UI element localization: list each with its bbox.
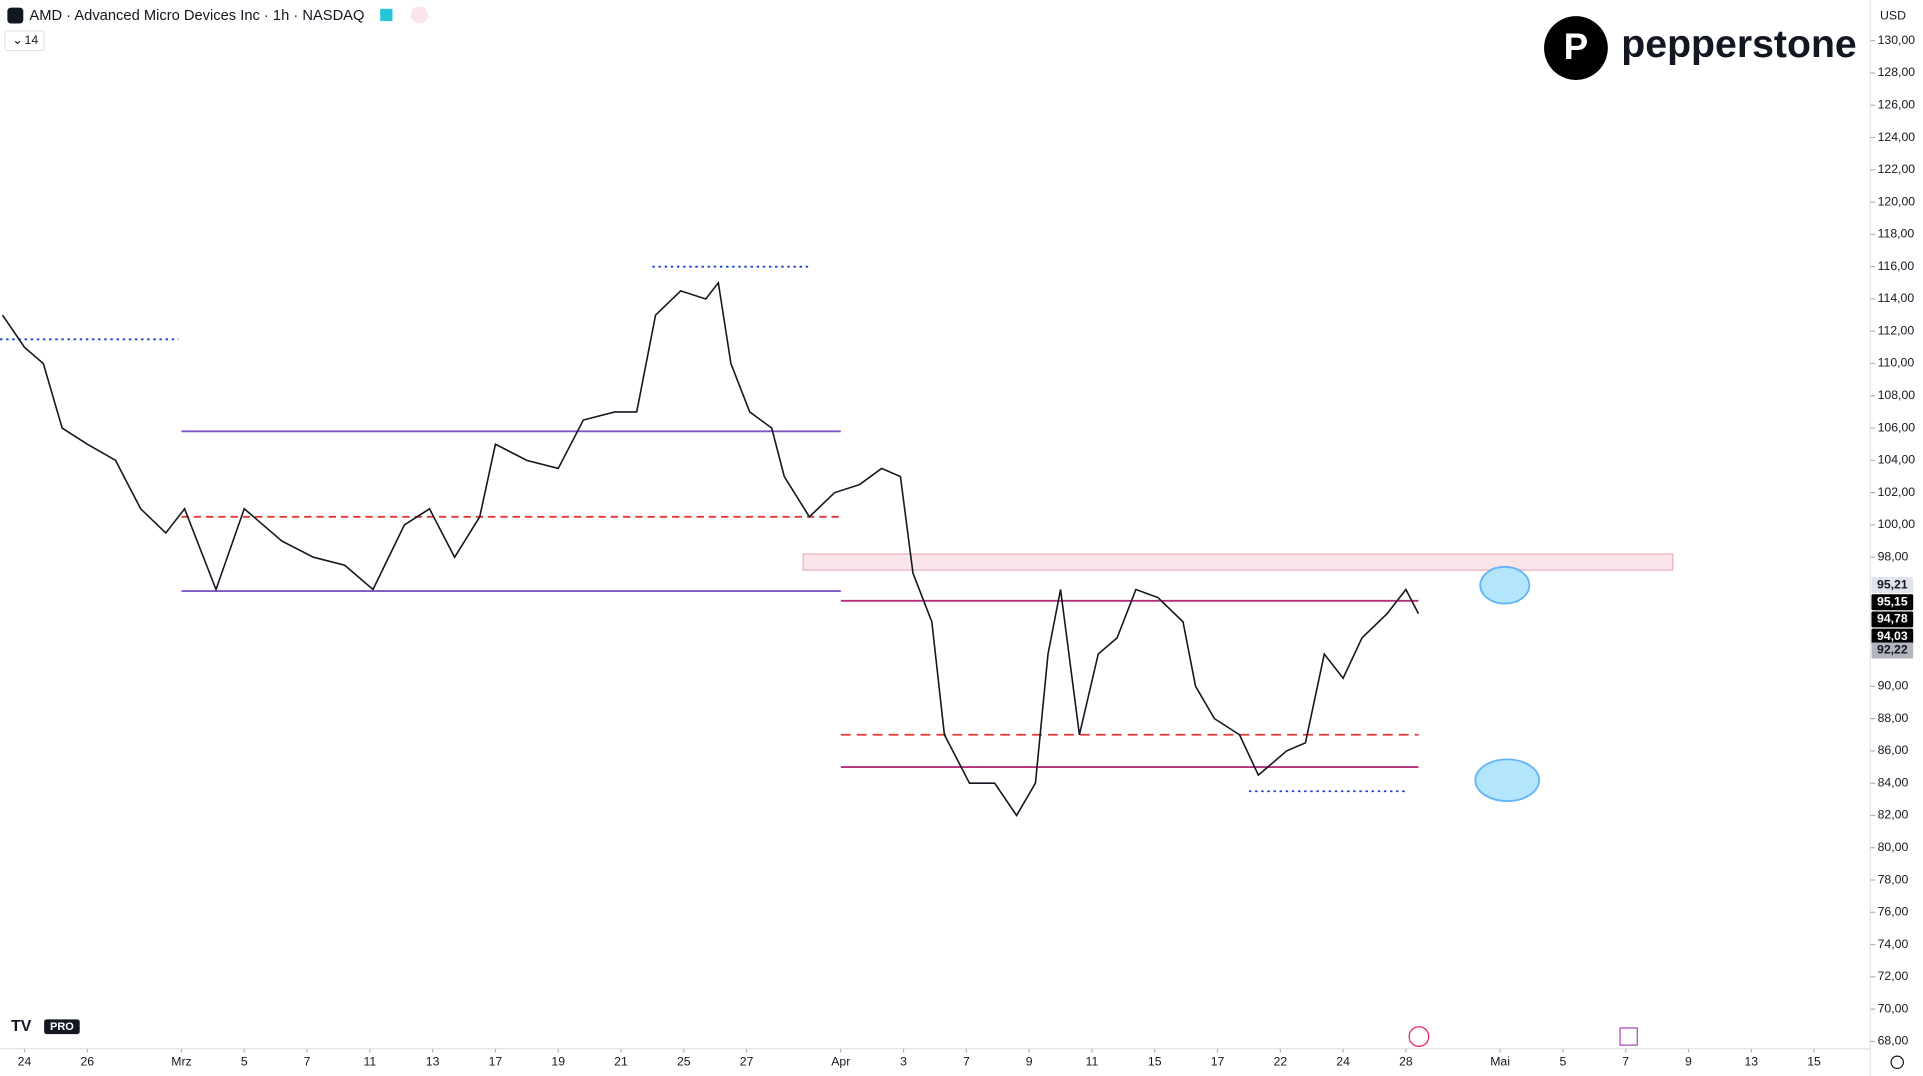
currency-label[interactable]: USD (1880, 8, 1906, 22)
price-label: 92,22 (1877, 643, 1908, 657)
settings-icon[interactable] (1890, 1055, 1904, 1070)
y-tick-label: 98,00 (1878, 549, 1909, 563)
indicator-icon[interactable] (410, 6, 429, 24)
x-tick-label: 21 (614, 1055, 628, 1069)
x-tick-label: 28 (1399, 1055, 1413, 1069)
x-tick-label: 11 (1086, 1055, 1099, 1069)
y-tick-label: 118,00 (1878, 227, 1915, 241)
event-icon[interactable] (1408, 1026, 1430, 1047)
price-label-box (1871, 594, 1914, 611)
price-line (1, 280, 1420, 817)
x-tick-label: 24 (18, 1055, 32, 1069)
interval-chevron: ⌄ (12, 33, 22, 47)
x-tick-label: 13 (426, 1055, 440, 1069)
y-tick-label: 70,00 (1878, 1001, 1909, 1015)
x-tick-label: 15 (1807, 1055, 1821, 1069)
y-tick-label: 108,00 (1878, 388, 1916, 402)
platform-badge: PRO (50, 1021, 74, 1033)
x-tick-label: Mai (1490, 1055, 1510, 1069)
x-tick-label: 17 (1211, 1055, 1225, 1069)
x-tick-label: 22 (1274, 1055, 1288, 1069)
price-label: 94,03 (1877, 629, 1908, 643)
y-tick-label: 84,00 (1878, 775, 1909, 789)
x-tick-label: 25 (677, 1055, 691, 1069)
x-tick-label: 7 (304, 1055, 311, 1069)
y-tick-label: 128,00 (1878, 65, 1916, 79)
y-tick-label: 120,00 (1878, 194, 1916, 208)
y-tick-label: 82,00 (1878, 808, 1909, 822)
x-tick-label: 13 (1744, 1055, 1758, 1069)
x-tick-label: 11 (363, 1055, 376, 1069)
price-label-box (1871, 642, 1914, 659)
price-label-box (1871, 628, 1914, 645)
resistance-zone (802, 553, 1674, 571)
x-tick-label: 9 (1685, 1055, 1692, 1069)
y-tick-label: 76,00 (1878, 905, 1909, 919)
price-label: 95,15 (1877, 594, 1908, 608)
x-tick-label: 5 (1559, 1055, 1566, 1069)
x-tick-label: 15 (1148, 1055, 1162, 1069)
y-tick-label: 110,00 (1878, 356, 1915, 370)
x-tick-label: 24 (1336, 1055, 1350, 1069)
y-tick-label: 68,00 (1878, 1034, 1909, 1048)
x-tick-label: 7 (1622, 1055, 1629, 1069)
y-tick-label: 112,00 (1878, 323, 1915, 337)
plot-area (0, 265, 1674, 817)
symbol-icon (7, 7, 24, 24)
earnings-icon[interactable] (1619, 1027, 1638, 1046)
y-tick-label: 80,00 (1878, 840, 1909, 854)
y-tick-label: 100,00 (1878, 517, 1916, 531)
annotation-ellipse[interactable] (1474, 758, 1541, 802)
flag-icon[interactable] (380, 8, 393, 22)
interval-input: 14 (25, 33, 39, 47)
x-tick-label: Apr (831, 1055, 850, 1069)
y-tick-label: 116,00 (1878, 259, 1915, 273)
price-label: 95,21 (1877, 577, 1908, 591)
brand-mark-letter: P (1564, 26, 1589, 67)
brand-mark (1544, 16, 1608, 80)
platform-badge-box (44, 1019, 80, 1035)
x-tick-label: 17 (489, 1055, 503, 1069)
x-tick-label: 5 (241, 1055, 248, 1069)
price-label-box (1871, 577, 1914, 594)
brand-name: pepperstone (1621, 22, 1856, 66)
y-tick-label: 126,00 (1878, 97, 1916, 111)
y-tick-label: 104,00 (1878, 453, 1916, 467)
x-tick-label: 27 (740, 1055, 754, 1069)
y-tick-label: 90,00 (1878, 679, 1909, 693)
y-tick-label: 130,00 (1878, 33, 1916, 47)
price-label: 94,78 (1877, 612, 1908, 626)
y-tick-label: 88,00 (1878, 711, 1909, 725)
x-tick-label: 26 (80, 1055, 94, 1069)
y-tick-label: 124,00 (1878, 130, 1916, 144)
x-tick-label: 7 (963, 1055, 970, 1069)
y-tick-label: 74,00 (1878, 937, 1909, 951)
y-tick-label: 72,00 (1878, 969, 1909, 983)
x-tick-label: 3 (900, 1055, 907, 1069)
annotation-ellipse[interactable] (1479, 565, 1531, 605)
interval-box[interactable] (4, 30, 45, 52)
brand-logo: P (1544, 16, 1608, 80)
x-tick-label: Mrz (171, 1055, 191, 1069)
price-label-box (1871, 611, 1914, 628)
y-tick-label: 78,00 (1878, 872, 1909, 886)
y-tick-label: 122,00 (1878, 162, 1916, 176)
y-tick-label: 114,00 (1878, 291, 1915, 305)
x-tick-label: 9 (1026, 1055, 1033, 1069)
y-tick-label: 102,00 (1878, 485, 1916, 499)
platform-logo: TV (11, 1018, 32, 1035)
chart-title: AMD · Advanced Micro Devices Inc · 1h · … (29, 8, 364, 24)
y-tick-label: 86,00 (1878, 743, 1909, 757)
x-tick-label: 19 (551, 1055, 565, 1069)
y-tick-label: 106,00 (1878, 420, 1916, 434)
